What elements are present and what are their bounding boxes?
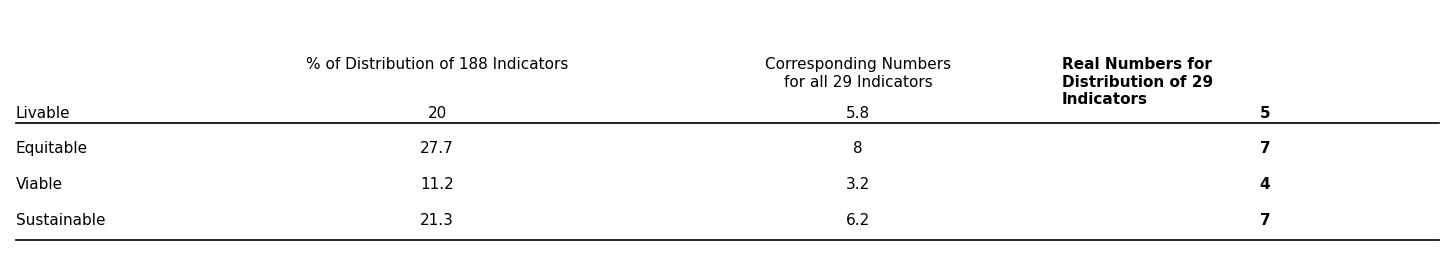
Text: 8: 8 <box>854 141 863 156</box>
Text: 7: 7 <box>1260 213 1270 227</box>
Text: 11.2: 11.2 <box>420 177 454 192</box>
Text: 5: 5 <box>1260 106 1270 121</box>
Text: 6.2: 6.2 <box>845 213 870 227</box>
Text: 5.8: 5.8 <box>847 106 870 121</box>
Text: 3.2: 3.2 <box>845 177 870 192</box>
Text: Corresponding Numbers
for all 29 Indicators: Corresponding Numbers for all 29 Indicat… <box>765 57 952 90</box>
Text: 7: 7 <box>1260 141 1270 156</box>
Text: Real Numbers for
Distribution of 29
Indicators: Real Numbers for Distribution of 29 Indi… <box>1062 57 1212 107</box>
Text: 27.7: 27.7 <box>420 141 454 156</box>
Text: Equitable: Equitable <box>16 141 89 156</box>
Text: Viable: Viable <box>16 177 63 192</box>
Text: % of Distribution of 188 Indicators: % of Distribution of 188 Indicators <box>306 57 569 72</box>
Text: 21.3: 21.3 <box>420 213 454 227</box>
Text: 20: 20 <box>428 106 447 121</box>
Text: Sustainable: Sustainable <box>16 213 105 227</box>
Text: Livable: Livable <box>16 106 70 121</box>
Text: 4: 4 <box>1260 177 1270 192</box>
